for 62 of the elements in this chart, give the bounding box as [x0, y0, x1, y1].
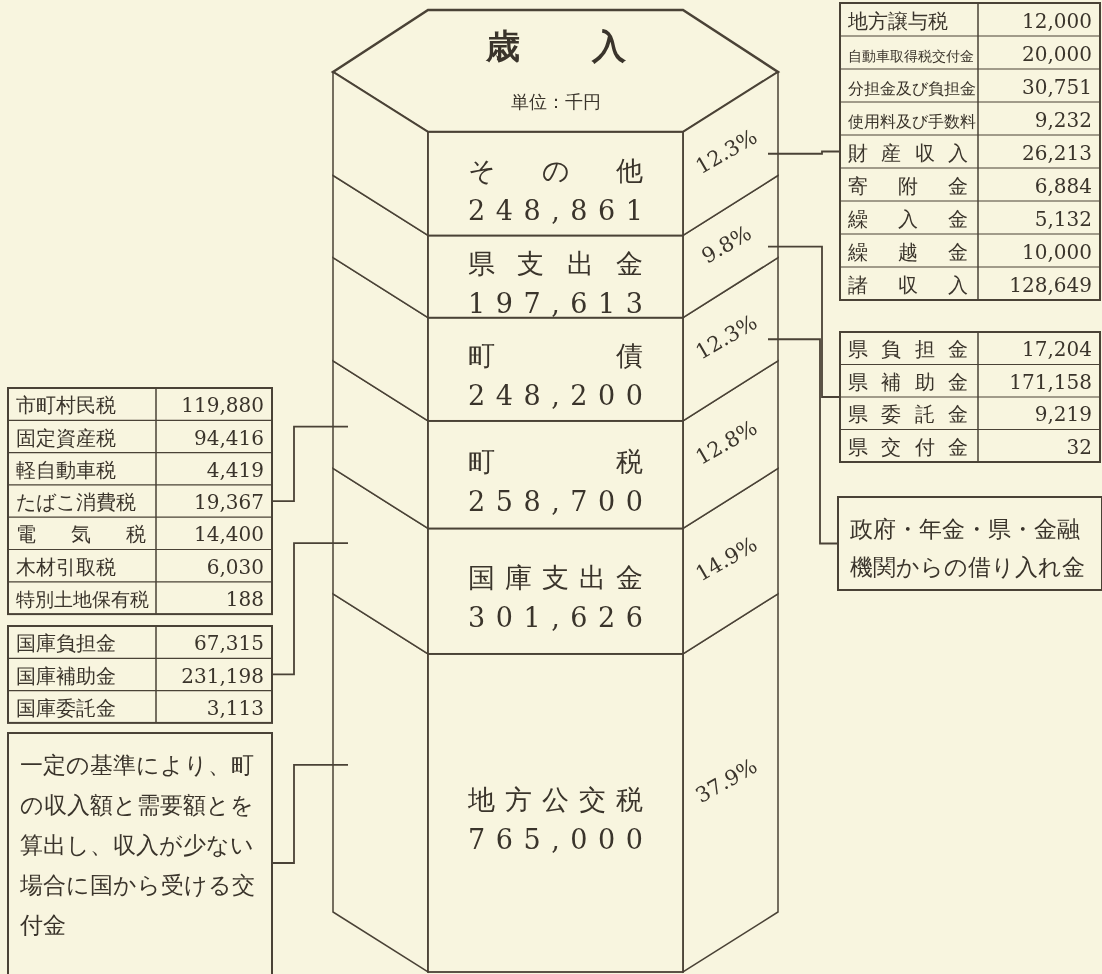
data-label: 258,700 [468, 485, 643, 517]
text: 3,113 [206, 695, 264, 720]
text: 6,884 [1034, 173, 1092, 198]
text: 94,416 [194, 425, 264, 450]
series-label: 町債 [468, 340, 643, 372]
chart-subtitle: 単位：千円 [510, 91, 601, 112]
series-label: 町税 [468, 445, 643, 477]
text: 県補助金 [848, 369, 968, 394]
text: 使用料及び手数料 [848, 112, 976, 131]
text: 188 [225, 587, 264, 612]
series-label: その他 [468, 154, 643, 186]
data-label: 248,861 [468, 194, 643, 226]
text: 県委託金 [848, 402, 968, 427]
data-label: 248,200 [468, 380, 643, 412]
series-label: 地方公交税 [467, 783, 643, 815]
text: 分担金及び負担金 [848, 79, 976, 98]
text: 20,000 [1022, 41, 1092, 66]
text: 県負担金 [848, 337, 968, 362]
text: 9,232 [1034, 107, 1092, 132]
data-label: 301,626 [468, 602, 643, 634]
text: 電気税 [16, 522, 146, 547]
text: 一定の基準により、町の収入額と需要額とを算出し、収入が少ない場合に国から受ける交付金 [19, 752, 255, 938]
text: 繰越金 [847, 239, 968, 264]
text: たばこ消費税 [16, 490, 136, 515]
text: 26,213 [1022, 140, 1092, 165]
text: 17,204 [1022, 337, 1092, 362]
text: 固定資産税 [16, 425, 116, 450]
text: 119,880 [181, 393, 264, 418]
text: 繰入金 [847, 206, 968, 231]
text: 6,030 [206, 554, 264, 579]
text: 政府・年金・県・金融機関からの借り入れ金 [850, 516, 1085, 580]
text: 19,367 [194, 490, 264, 515]
text: 財産収入 [848, 140, 968, 165]
chart-title: 歳 入 [484, 26, 627, 66]
text: 軽自動車税 [16, 457, 116, 482]
text: 5,132 [1034, 206, 1092, 231]
text: 県交付金 [848, 434, 968, 459]
text: 特別土地保有税 [16, 588, 149, 612]
text: 4,419 [206, 457, 264, 482]
text: 12,000 [1022, 8, 1092, 33]
series-label: 県支出金 [468, 247, 643, 279]
text: 地方譲与税 [847, 8, 948, 33]
text: 30,751 [1022, 74, 1092, 99]
text: 10,000 [1022, 239, 1092, 264]
text: 国庫補助金 [16, 663, 116, 688]
text: 171,158 [1009, 369, 1092, 394]
text: 諸収入 [848, 272, 968, 297]
text: 自動車取得税交付金 [848, 47, 974, 64]
data-label: 197,613 [468, 287, 643, 319]
text: 32 [1066, 434, 1092, 459]
data-label: 765,000 [468, 823, 643, 855]
text: 寄附金 [848, 173, 968, 198]
text: 231,198 [181, 663, 264, 688]
text: 67,315 [194, 631, 264, 656]
text: 14,400 [194, 522, 264, 547]
text: 9,219 [1034, 402, 1092, 427]
text: 国庫委託金 [16, 695, 116, 720]
text: 木材引取税 [16, 554, 116, 579]
text: 128,649 [1009, 272, 1092, 297]
text: 市町村民税 [16, 393, 116, 418]
series-label: 国庫支出金 [468, 562, 643, 594]
text: 国庫負担金 [16, 631, 116, 656]
